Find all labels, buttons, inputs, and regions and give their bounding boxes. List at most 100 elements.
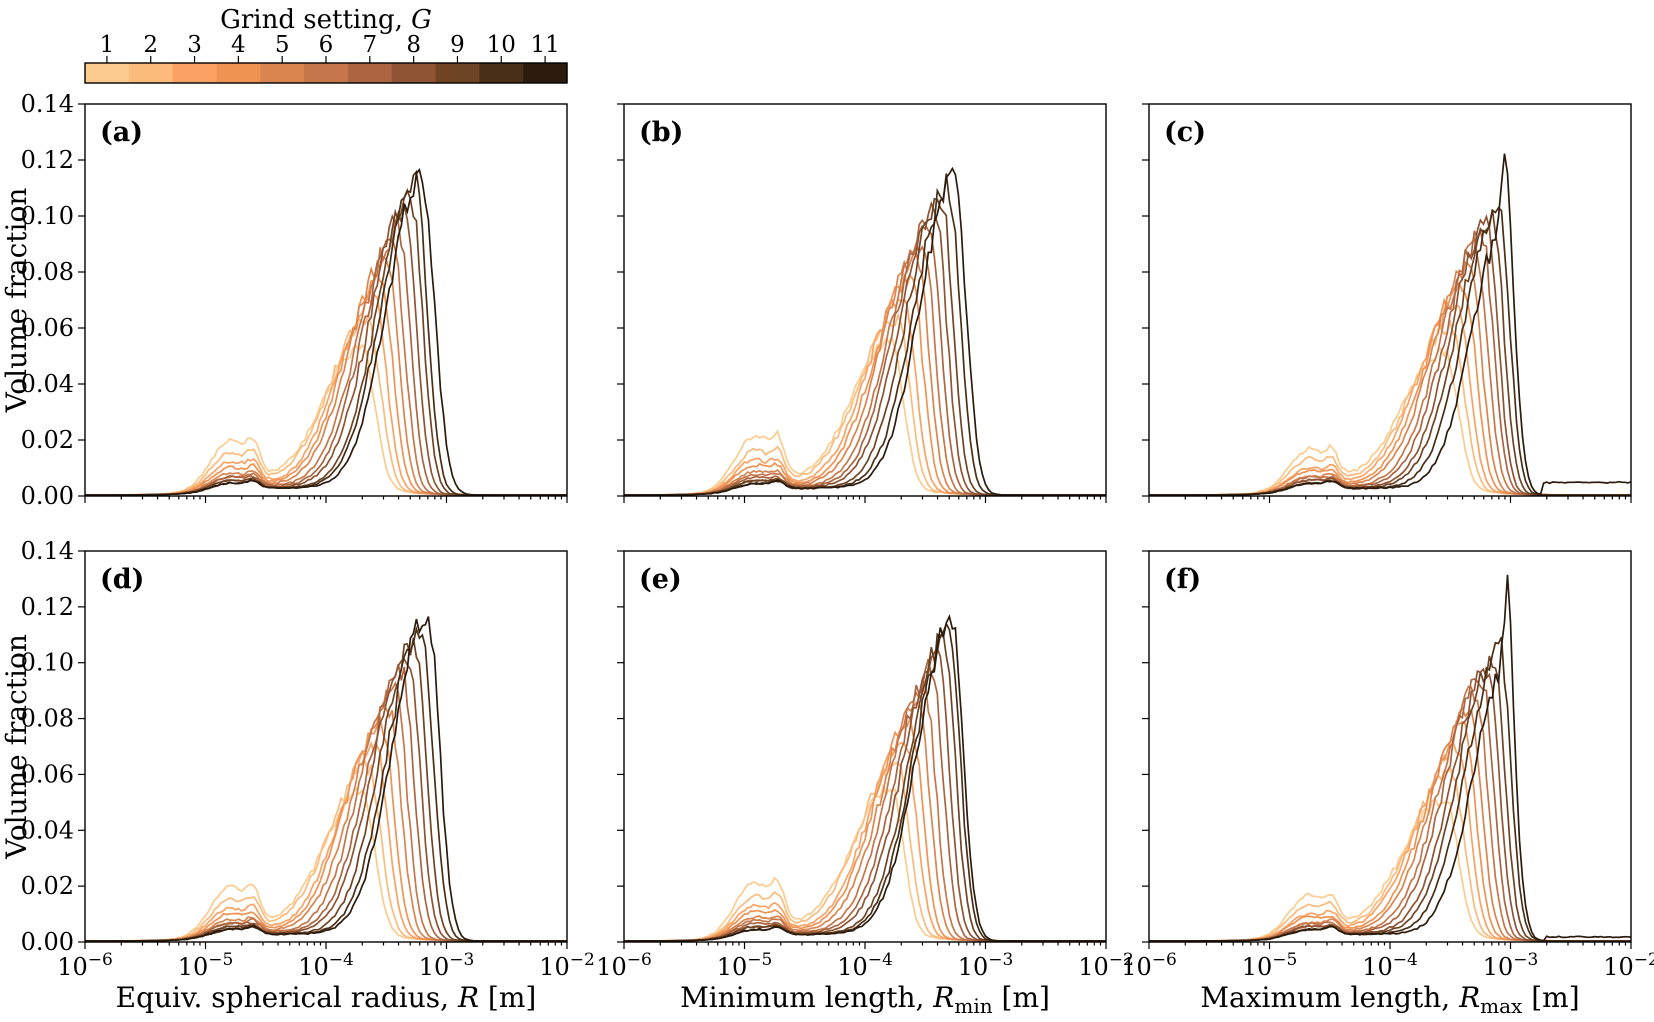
panel-f-curve-g3 [1149,741,1631,942]
x-tick-label: 10−2 [539,950,595,981]
panel-d-y-ticks [78,550,85,943]
panel-a-label: (a) [100,117,143,148]
panel-c-curve-g4 [1149,281,1631,496]
colorbar-tick-label: 7 [362,32,377,58]
colorbar-segment-5 [260,63,305,83]
panel-e-label: (e) [639,564,682,595]
panel-a-curve-g9 [85,187,567,496]
panel-b-curve-g5 [624,251,1106,496]
panel-c-curve-g3 [1149,301,1631,496]
panel-d-curve-g6 [85,681,567,942]
panel-f-label: (f) [1164,564,1201,595]
panel-f-curve-g5 [1149,706,1631,942]
panel-a-curve-g7 [85,219,567,496]
panel-b-x-ticks [623,496,1107,503]
colorbar-segment-6 [304,63,349,83]
panel-f: 10−6 10−5 10−4 10−3 10−2 (f) Maximum length, R… [1121,550,1654,1018]
x-tick-label: 10−4 [298,950,354,981]
panel-a: 0.00 0.02 0.04 0.06 0.08 0.10 0.12 0.14 (a) Volum… [0,90,568,510]
colorbar-tick-label: 5 [275,32,290,58]
panel-b-curve-g11 [624,166,1106,496]
colorbar-segment-8 [391,63,437,83]
panel-c-x-ticks [1148,496,1632,503]
panel-c-curve-g7 [1149,227,1631,496]
panel-e-curve-g10 [624,621,1106,942]
panel-c-box [1148,103,1632,497]
panel-e-curve-g11 [624,614,1106,942]
panel-e-y-ticks [617,550,624,943]
panel-b-curves [624,166,1106,496]
panel-d-label: (d) [100,564,144,595]
y-tick-label: 0.10 [21,202,74,230]
panel-a-x-ticks [84,496,568,503]
panel-a-curve-g11 [85,167,567,496]
panel-e: 10−6 10−5 10−4 10−3 10−2 (e) Minimum length, R… [596,550,1134,1018]
panel-a-curve-g5 [85,255,567,496]
panel-c-curve-g6 [1149,235,1631,496]
panel-d-x-ticks [84,942,568,949]
panel-e-curve-g1 [624,784,1106,942]
y-tick-label: 0.02 [21,872,74,900]
colorbar-title: Grind setting, G [220,5,432,35]
x-tick-label: 10−2 [1603,950,1654,981]
panel-d-yaxis-title: Volume fraction [0,634,33,860]
panel-e-xaxis-title: Minimum length, Rmin [m] [680,981,1050,1018]
y-tick-label: 0.14 [21,90,74,118]
x-tick-label: 10−3 [419,950,475,981]
panel-c: (c) [1142,103,1632,503]
colorbar-tick-label: 2 [143,32,158,58]
panel-a-box [84,103,568,497]
panel-c-curve-g11 [1149,153,1631,496]
panel-c-curve-g2 [1149,318,1631,496]
panel-d-curve-g11 [85,616,567,942]
colorbar-tick-label: 11 [530,32,559,58]
panel-a-curves [85,167,567,496]
colorbar-tick-label: 8 [406,32,421,58]
panel-e-curve-g6 [624,680,1106,942]
x-tick-label: 10−3 [958,950,1014,981]
colorbar-segment-10 [479,63,524,83]
panel-f-y-ticks [1142,550,1149,943]
y-tick-label: 0.00 [21,482,74,510]
panel-d-xaxis-title: Equiv. spherical radius, R [m] [116,981,537,1014]
panel-c-curves [1149,153,1631,496]
y-tick-label: 0.00 [21,928,74,956]
panel-d-curve-g2 [85,760,567,942]
panel-b-curve-g4 [624,272,1106,496]
y-tick-label: 0.08 [21,258,74,286]
panel-a-curve-g4 [85,271,567,496]
panel-e-curve-g8 [624,646,1106,942]
colorbar-segment-4 [216,63,261,83]
panel-e-curve-g5 [624,701,1106,942]
colorbar-tick-label: 10 [487,32,516,58]
y-tick-label: 0.08 [21,705,74,733]
panel-a-yaxis-title: Volume fraction [0,188,33,414]
panel-c-curve-g5 [1149,261,1631,496]
colorbar-segment-1 [85,63,130,83]
y-tick-label: 0.04 [21,370,74,398]
panel-d: 10−6 10−5 10−4 10−3 10−2 0.00 0.02 0.04 0.06 0.08… [0,537,595,1014]
colorbar-tick-label: 4 [231,32,246,58]
panel-d-curve-g5 [85,701,567,942]
panel-e-curve-g9 [624,633,1106,942]
x-tick-label: 10−2 [1078,950,1134,981]
panel-f-curve-g9 [1149,655,1631,942]
panel-b-curve-g1 [624,335,1106,496]
y-tick-label: 0.12 [21,593,74,621]
colorbar-tick-label: 9 [450,32,465,58]
panel-a-y-ticks [78,103,85,497]
x-tick-label: 10−6 [596,950,652,981]
panel-b-curve-g7 [624,218,1106,496]
y-tick-label: 0.10 [21,649,74,677]
panel-b-y-ticks [617,103,624,497]
panel-d-curve-g8 [85,658,567,942]
panel-c-y-ticks [1142,103,1149,497]
panel-f-curve-g10 [1149,636,1631,942]
panel-e-curves [624,614,1106,942]
panel-e-box [623,550,1107,943]
y-tick-label: 0.14 [21,537,74,565]
panel-e-x-ticks [623,942,1107,949]
panel-b: (b) [617,103,1107,503]
